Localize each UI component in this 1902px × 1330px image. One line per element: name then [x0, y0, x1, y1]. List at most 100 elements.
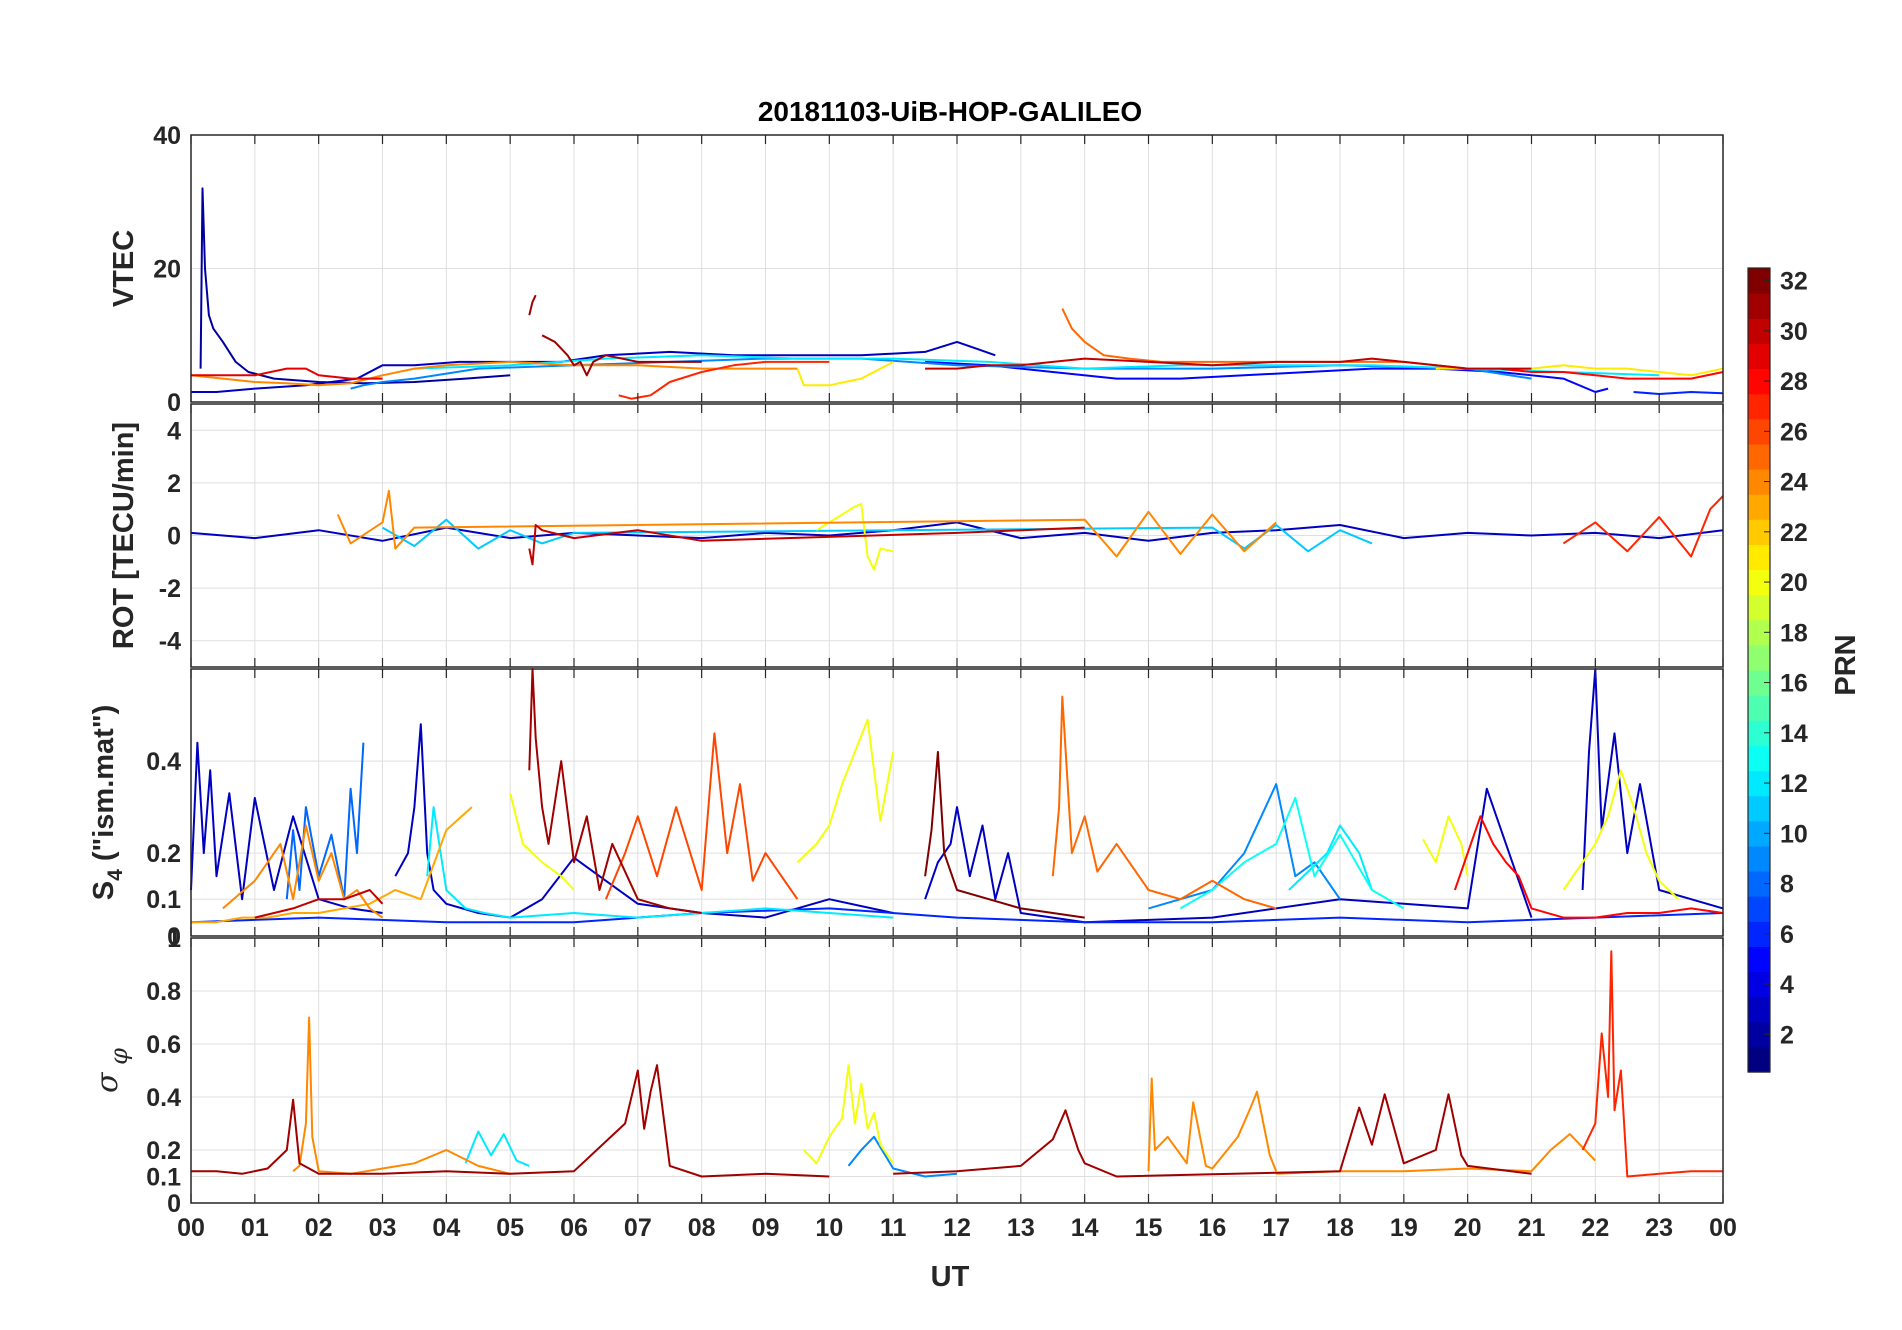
x-tick-label: 14	[1071, 1214, 1099, 1242]
y-tick-label: 2	[167, 470, 181, 498]
y-tick-label: -2	[159, 575, 181, 603]
series-line-prn-11	[382, 518, 1373, 553]
series-line-prn-28	[1453, 815, 1724, 919]
colorbar-segment	[1748, 494, 1770, 520]
colorbar-tick-label: 6	[1780, 921, 1794, 949]
colorbar-segment	[1748, 619, 1770, 646]
y-tick-label: 0.1	[146, 886, 181, 914]
y-tick-label: 0	[167, 1190, 181, 1218]
y-tick-label: 4	[167, 417, 181, 445]
panel-rot: -4 -2 0 2 4 ROT [TECU/min]	[108, 403, 1724, 668]
x-tick-label: 09	[752, 1214, 780, 1242]
panel-vtec: 0 20 40 VTEC	[108, 122, 1724, 417]
series-line-prn-20	[1562, 769, 1679, 900]
chart-title: 20181103-UiB-HOP-GALILEO	[758, 96, 1142, 127]
colorbar-segment	[1748, 1021, 1770, 1048]
x-tick-label: 03	[369, 1214, 397, 1242]
series-line-prn-32	[924, 750, 1085, 919]
colorbar-segment	[1748, 996, 1770, 1023]
colorbar-tick-label: 20	[1780, 569, 1808, 597]
colorbar-segment	[1748, 921, 1770, 947]
y-tick-label: 0.2	[146, 840, 181, 868]
x-tick-label: 00	[1709, 1214, 1737, 1242]
series-line-prn-27	[1562, 495, 1724, 558]
series-line-prn-3	[394, 723, 894, 919]
series-group	[190, 489, 1724, 571]
panel-sigma_phi: 00.10.20.40.60.81σ φ	[90, 925, 1724, 1218]
x-tick-label: 08	[688, 1214, 716, 1242]
y-tick-label: 0.4	[146, 748, 181, 776]
colorbar-segment	[1748, 946, 1770, 973]
y-axis-label: ROT [TECU/min]	[108, 422, 140, 649]
colorbar-segment	[1748, 469, 1770, 495]
x-tick-label: 17	[1262, 1214, 1290, 1242]
colorbar-tick-label: 22	[1780, 519, 1808, 547]
series-line-prn-21	[796, 361, 894, 387]
y-tick-label: -4	[159, 628, 181, 656]
x-tick-label: 18	[1326, 1214, 1354, 1242]
x-tick-label: 19	[1390, 1214, 1418, 1242]
series-line-prn-26	[604, 732, 799, 900]
x-tick-label: 12	[943, 1214, 971, 1242]
colorbar-tick-label: 30	[1780, 318, 1808, 346]
series-line-prn-2	[199, 187, 511, 385]
colorbar-segment	[1748, 971, 1770, 998]
series-line-prn-12	[464, 1130, 530, 1167]
series-line-prn-28	[1499, 367, 1724, 380]
series-line-prn-12	[1288, 824, 1373, 891]
colorbar-segment	[1748, 745, 1770, 772]
colorbar-segment	[1748, 1046, 1770, 1073]
colorbar-segment	[1748, 418, 1770, 445]
colorbar-segment	[1748, 896, 1770, 922]
y-tick-label: 0	[167, 523, 181, 551]
y-tick-label: 1	[167, 925, 181, 953]
series-line-prn-9	[847, 1135, 958, 1178]
x-tick-label: 06	[560, 1214, 588, 1242]
series-line-prn-27	[1581, 950, 1723, 1178]
series-line-prn-24	[1147, 1077, 1278, 1172]
y-tick-label: 0	[167, 389, 181, 417]
series-line-prn-30	[528, 524, 1085, 566]
x-tick-label: 15	[1135, 1214, 1163, 1242]
colorbar-tick-label: 4	[1780, 971, 1794, 999]
colorbar-segment	[1748, 569, 1770, 596]
x-tick-label: 11	[880, 1214, 907, 1242]
series-line-prn-12	[426, 806, 894, 919]
series-line-prn-20	[816, 502, 894, 571]
x-tick-label: 20	[1454, 1214, 1482, 1242]
colorbar-tick-label: 28	[1780, 368, 1808, 396]
y-tick-label: 20	[153, 256, 181, 284]
y-tick-label: 0.1	[146, 1164, 181, 1192]
series-line-prn-31	[191, 1064, 830, 1178]
series-line-prn-31	[528, 294, 537, 316]
x-tick-label: 04	[432, 1214, 460, 1242]
colorbar-segment	[1748, 318, 1770, 344]
colorbar-segment	[1748, 644, 1770, 671]
colorbar-segment	[1748, 268, 1770, 294]
colorbar-segment	[1748, 343, 1770, 370]
series-line-prn-31	[541, 334, 702, 377]
y-tick-label: 0	[167, 923, 181, 951]
series-line-prn-3	[924, 787, 1533, 924]
series-line-prn-30	[254, 889, 384, 919]
colorbar-frame	[1747, 267, 1771, 1073]
series-group	[191, 950, 1723, 1178]
colorbar-segment	[1748, 871, 1770, 897]
colorbar-segment	[1748, 393, 1770, 420]
y-tick-label: 0.6	[146, 1031, 181, 1059]
series-line-prn-20	[796, 718, 895, 864]
colorbar-segment	[1748, 519, 1770, 545]
y-tick-label: 0.2	[146, 1137, 181, 1165]
x-tick-label: 01	[241, 1214, 269, 1242]
series-line-prn-31	[528, 668, 702, 914]
series-line-prn-20	[509, 793, 575, 891]
series-line-prn-31	[893, 1093, 1532, 1178]
colorbar-segment	[1748, 845, 1770, 872]
x-axis-label: UT	[931, 1261, 970, 1293]
series-line-prn-29	[191, 367, 383, 380]
colorbar-segment	[1748, 770, 1770, 797]
y-axis-label: VTEC	[108, 230, 140, 307]
y-tick-label: 40	[153, 122, 181, 150]
